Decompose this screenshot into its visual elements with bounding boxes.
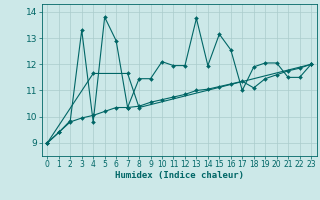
X-axis label: Humidex (Indice chaleur): Humidex (Indice chaleur) [115, 171, 244, 180]
